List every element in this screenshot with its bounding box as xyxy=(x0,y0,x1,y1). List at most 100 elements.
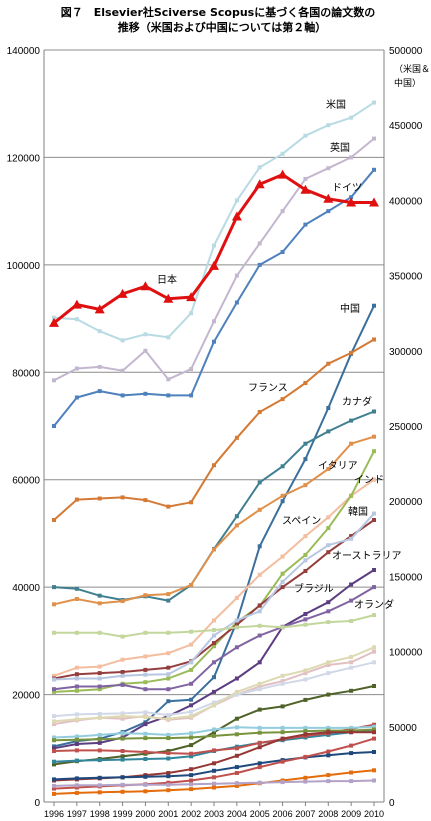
data-point xyxy=(372,568,376,572)
data-point xyxy=(326,123,331,128)
data-point xyxy=(372,511,376,516)
data-point xyxy=(120,736,125,741)
series-line-14 xyxy=(54,614,375,638)
data-point xyxy=(74,497,79,502)
data-point xyxy=(326,660,331,665)
data-point xyxy=(120,657,125,662)
data-point xyxy=(303,775,308,780)
data-point xyxy=(372,778,376,783)
data-point xyxy=(52,689,56,694)
data-point xyxy=(372,727,376,732)
series-label: ドイツ xyxy=(332,183,362,194)
data-point xyxy=(234,618,239,623)
data-point xyxy=(143,498,148,503)
data-point xyxy=(372,613,376,618)
series-label: イタリア xyxy=(318,460,358,472)
data-point xyxy=(349,350,354,355)
data-point xyxy=(234,725,239,730)
data-point xyxy=(52,687,56,692)
y-left-tick-label: 40000 xyxy=(12,583,40,594)
data-point xyxy=(234,732,239,737)
data-point xyxy=(280,571,285,576)
data-point xyxy=(234,753,239,758)
data-point xyxy=(120,731,125,736)
data-point xyxy=(346,197,357,207)
series-label: フランス xyxy=(248,382,288,394)
data-point xyxy=(326,609,331,614)
data-point xyxy=(212,733,216,738)
data-point xyxy=(166,749,171,753)
data-point xyxy=(372,585,376,590)
data-point xyxy=(189,743,194,748)
data-point xyxy=(166,736,171,741)
data-point xyxy=(52,719,56,724)
data-point xyxy=(143,750,148,754)
data-point xyxy=(97,364,102,369)
data-point xyxy=(280,499,285,504)
data-point xyxy=(166,780,171,785)
data-point xyxy=(97,737,102,742)
data-point xyxy=(372,768,376,773)
data-point xyxy=(97,715,102,720)
data-point xyxy=(74,776,79,781)
data-point xyxy=(280,209,285,214)
data-point xyxy=(166,672,171,677)
data-point xyxy=(97,630,102,635)
data-point xyxy=(257,410,262,414)
data-point xyxy=(143,593,148,598)
data-point xyxy=(349,619,354,623)
data-point xyxy=(143,782,148,787)
data-point xyxy=(74,712,79,717)
data-point xyxy=(52,786,56,791)
data-point xyxy=(212,319,216,324)
data-point xyxy=(120,711,125,716)
y-right-tick-label: 400000 xyxy=(389,196,423,207)
data-point xyxy=(257,262,262,267)
data-point xyxy=(349,751,354,756)
data-point xyxy=(120,634,125,639)
data-point xyxy=(52,378,56,383)
y-left-tick-label: 80000 xyxy=(12,368,40,379)
data-point xyxy=(212,768,216,773)
data-point xyxy=(166,592,171,597)
data-point xyxy=(120,673,125,678)
data-point xyxy=(372,100,376,105)
data-point xyxy=(74,395,79,400)
data-point xyxy=(303,441,308,446)
chart-title-line2: 推移（米国および中国については第２軸） xyxy=(118,20,326,34)
data-point xyxy=(212,748,216,753)
data-point xyxy=(52,602,56,607)
data-point xyxy=(52,791,56,796)
data-point xyxy=(189,642,194,647)
data-point xyxy=(257,740,262,745)
data-point xyxy=(52,746,56,751)
data-point xyxy=(74,790,79,795)
data-point xyxy=(143,391,148,396)
data-point xyxy=(189,583,194,587)
data-point xyxy=(303,725,308,730)
data-point xyxy=(234,781,239,786)
data-point xyxy=(120,789,125,794)
data-point xyxy=(372,337,376,342)
data-point xyxy=(234,622,239,627)
data-point xyxy=(280,759,285,764)
data-point xyxy=(74,742,79,746)
data-point xyxy=(97,671,102,676)
data-point xyxy=(234,689,239,694)
data-point xyxy=(189,773,194,778)
data-point xyxy=(212,618,216,623)
series-label: 米国 xyxy=(326,98,346,111)
data-point xyxy=(52,630,56,635)
data-point xyxy=(120,775,125,780)
data-point xyxy=(120,393,125,398)
data-point xyxy=(52,777,56,782)
data-point xyxy=(163,293,174,303)
data-point xyxy=(234,273,239,278)
data-point xyxy=(52,424,56,428)
data-point xyxy=(212,700,216,705)
data-point xyxy=(189,703,194,708)
data-point xyxy=(349,155,354,160)
data-point xyxy=(280,679,285,684)
data-point xyxy=(349,770,354,775)
data-point xyxy=(189,735,194,740)
